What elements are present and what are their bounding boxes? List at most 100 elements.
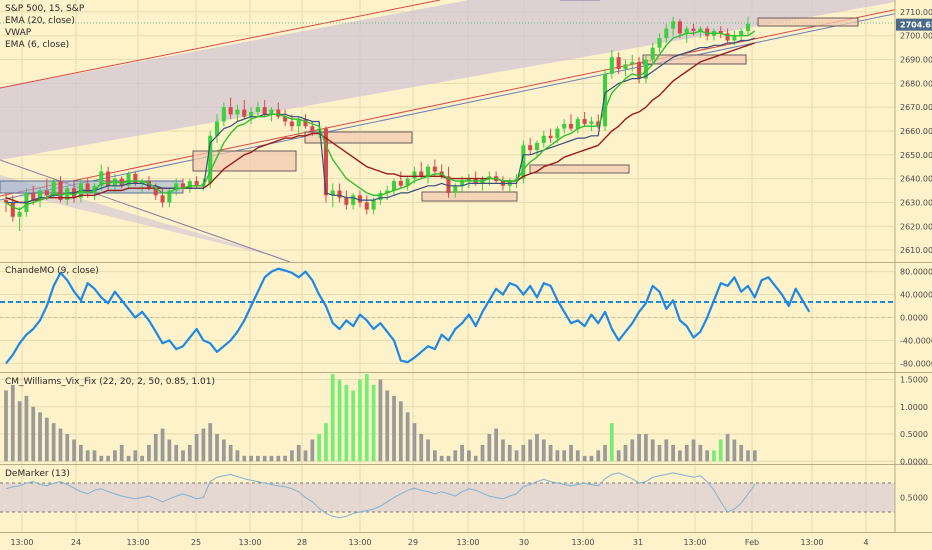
candle-body — [589, 121, 594, 124]
vwap-line — [6, 37, 755, 204]
ema6-label[interactable]: EMA (6, close) — [5, 40, 70, 50]
vix-bar — [133, 450, 138, 462]
vix-fix-pane[interactable] — [4, 374, 757, 462]
candle-body — [3, 200, 9, 203]
demarker-pane[interactable] — [0, 472, 895, 519]
vix-bar — [106, 455, 110, 462]
vix-bar — [235, 450, 240, 462]
vix-bar — [609, 423, 614, 462]
ema20-label[interactable]: EMA (20, close) — [5, 16, 75, 26]
cmo-pane[interactable] — [0, 267, 895, 365]
demarker-band — [0, 483, 895, 512]
vix-bar — [487, 434, 492, 462]
supply-demand-box[interactable] — [642, 54, 747, 65]
candle-body — [630, 61, 635, 65]
candle-body — [283, 116, 288, 122]
vix-fix-title[interactable]: CM_Williams_Vix_Fix (22, 20, 2, 50, 0.85… — [5, 377, 216, 387]
candle-body — [582, 119, 587, 124]
middle-trendline[interactable] — [0, 1, 932, 197]
candle-body — [58, 181, 63, 201]
vix-bar — [637, 434, 641, 462]
candle-body — [705, 28, 710, 36]
candle-body — [160, 195, 165, 203]
vix-bar — [269, 455, 274, 462]
candle-body — [310, 126, 315, 131]
vix-bar — [480, 444, 485, 462]
vix-bar — [228, 444, 233, 462]
candle-body — [44, 190, 49, 196]
vwap-label[interactable]: VWAP — [5, 28, 32, 38]
candle-body — [106, 171, 111, 186]
vix-bar — [460, 444, 464, 462]
vix-bar — [392, 395, 396, 462]
middle-trendline-2[interactable] — [0, 5, 932, 201]
candle-body — [568, 123, 574, 129]
candle-body — [99, 171, 104, 186]
candle-body — [725, 33, 730, 41]
supply-demand-box[interactable] — [757, 17, 859, 27]
candle-body — [187, 181, 192, 189]
candle-body — [344, 197, 349, 205]
vix-bar — [344, 384, 349, 462]
candle-body — [255, 107, 260, 112]
candle-body — [385, 190, 390, 193]
time-tick-label: 13:00 — [126, 538, 149, 547]
vix-bar — [412, 423, 417, 462]
supply-demand-box[interactable] — [304, 131, 413, 144]
vix-bar — [725, 434, 730, 462]
candle-body — [739, 30, 744, 36]
candle-body — [269, 109, 274, 115]
supply-demand-box[interactable] — [529, 164, 630, 174]
candle-body — [691, 28, 696, 31]
vix-bar — [140, 455, 145, 462]
vix-bar — [555, 450, 560, 462]
cmo-tick-label: 40.0000 — [900, 291, 932, 300]
price-tick-label: 2700.00 — [900, 32, 932, 41]
candle-body — [146, 181, 151, 189]
candle-body — [37, 190, 43, 201]
symbol-title[interactable]: S&P 500, 15, S&P — [5, 4, 85, 14]
price-tick-label: 2710.00 — [900, 8, 932, 17]
vix-bar — [501, 439, 505, 462]
price-tick-label: 2610.00 — [900, 246, 932, 255]
vix-bar — [79, 444, 83, 462]
vix-bar — [528, 439, 533, 462]
time-tick-label: 13:00 — [683, 538, 706, 547]
vix-bar — [446, 455, 451, 462]
vix-tick-label: 1.0000 — [900, 403, 928, 412]
vix-bar — [705, 450, 710, 462]
upper-trendline[interactable] — [0, 0, 441, 89]
candle-body — [391, 181, 397, 191]
candle-body — [303, 119, 308, 127]
vix-bar — [72, 439, 76, 462]
vix-bar — [521, 444, 526, 462]
supply-demand-box[interactable] — [192, 150, 297, 172]
candle-body — [419, 171, 424, 177]
time-tick-label: 13:00 — [456, 538, 479, 547]
vix-bar — [616, 450, 621, 462]
candle-body — [671, 21, 676, 29]
price-pane[interactable] — [3, 16, 756, 232]
ema20-line — [5, 42, 756, 204]
vix-bar — [92, 450, 97, 462]
vix-bar — [494, 428, 499, 462]
cmo-title[interactable]: ChandeMO (9, close) — [5, 266, 99, 276]
candle-body — [323, 128, 328, 196]
vix-bar — [126, 455, 131, 462]
supply-demand-box[interactable] — [421, 191, 518, 202]
lower-trendline[interactable] — [0, 159, 291, 263]
candle-body — [194, 181, 199, 186]
candle-body — [51, 181, 56, 196]
vix-bar — [119, 444, 124, 462]
vix-bar — [698, 444, 703, 462]
price-axis-strip — [895, 0, 932, 550]
vix-bar — [650, 439, 655, 462]
vix-bar — [562, 450, 567, 462]
candle-body — [31, 192, 36, 201]
cmo-tick-label: -80.0000 — [900, 359, 932, 368]
vix-bar — [684, 444, 689, 462]
vix-bar — [596, 450, 601, 462]
demarker-title[interactable]: DeMarker (13) — [5, 469, 70, 479]
